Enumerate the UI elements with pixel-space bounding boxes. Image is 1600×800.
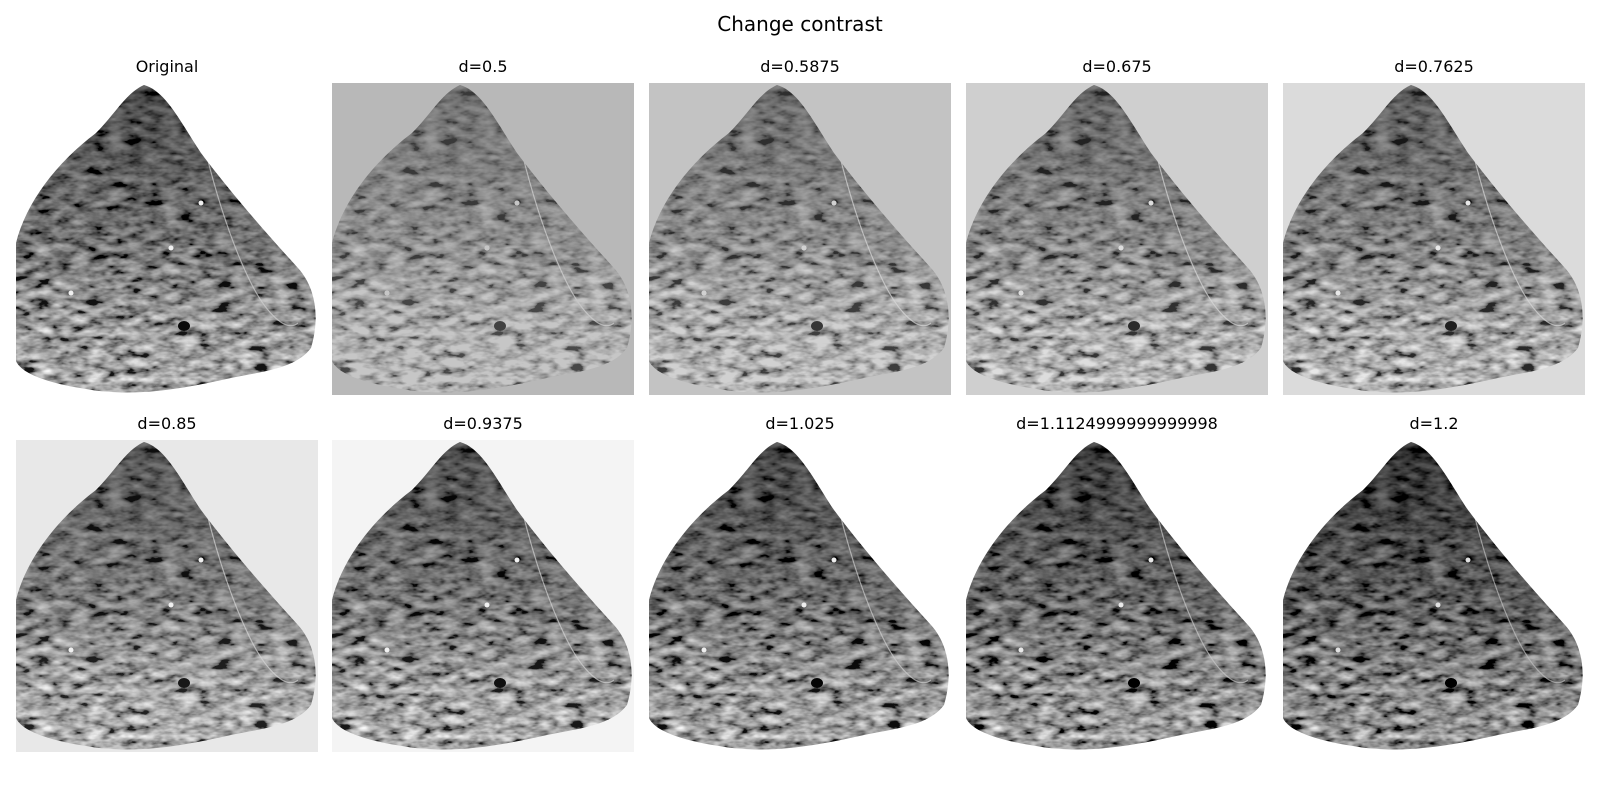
image-panel: d=0.7625	[1283, 57, 1585, 395]
panel-title: d=1.1124999999999998	[1016, 414, 1218, 433]
shell-image	[332, 83, 634, 395]
shell-image	[966, 440, 1268, 752]
image-panel: d=0.9375	[332, 414, 634, 752]
panel-title: d=0.5875	[760, 57, 840, 76]
image-panel: d=1.1124999999999998	[966, 414, 1268, 752]
shell-image	[966, 83, 1268, 395]
shell-image	[16, 440, 318, 752]
shell-image	[1283, 83, 1585, 395]
shell-image	[16, 83, 318, 395]
panel-title: d=1.025	[765, 414, 835, 433]
panel-title: d=0.675	[1082, 57, 1152, 76]
shell-image	[649, 83, 951, 395]
image-panel: d=0.5	[332, 57, 634, 395]
image-panel: d=0.85	[16, 414, 318, 752]
panel-title: d=0.9375	[443, 414, 523, 433]
shell-image	[1283, 440, 1585, 752]
image-panel: d=0.675	[966, 57, 1268, 395]
image-panel: Original	[16, 57, 318, 395]
panel-title: d=0.7625	[1394, 57, 1474, 76]
figure-title: Change contrast	[717, 12, 883, 36]
image-panel: d=1.025	[649, 414, 951, 752]
panel-title: d=0.85	[137, 414, 197, 433]
panel-title: d=1.2	[1409, 414, 1459, 433]
panel-title: d=0.5	[458, 57, 508, 76]
image-panel: d=0.5875	[649, 57, 951, 395]
panel-title: Original	[135, 57, 199, 76]
image-panel: d=1.2	[1283, 414, 1585, 752]
shell-image	[332, 440, 634, 752]
shell-image	[649, 440, 951, 752]
